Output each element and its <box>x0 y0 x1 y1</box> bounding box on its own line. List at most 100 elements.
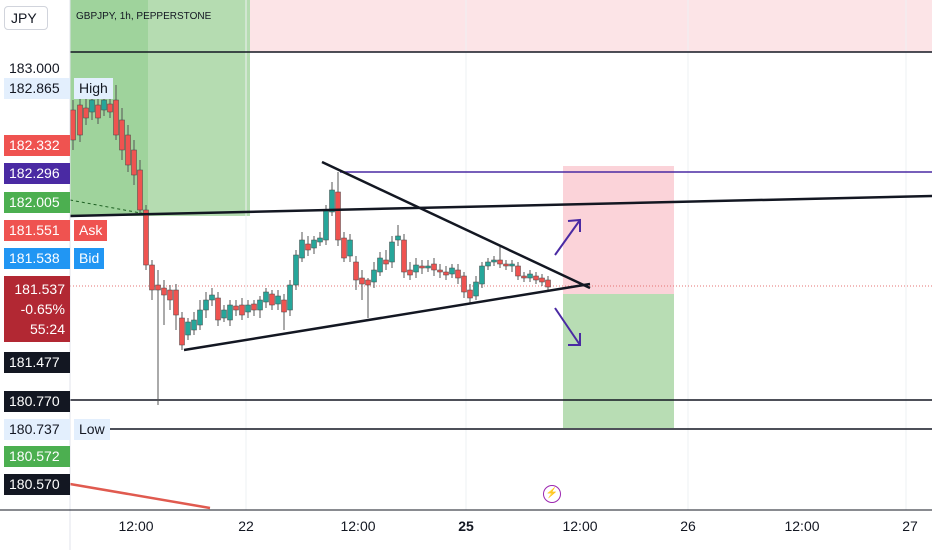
bar-countdown: 55:24 <box>29 321 65 337</box>
price-183000: 183.000 <box>9 60 60 76</box>
price-low: 180.737 <box>4 419 70 440</box>
upper-trendline[interactable] <box>69 194 932 218</box>
candle-body <box>323 209 329 241</box>
candle-body <box>137 169 143 211</box>
candle-body <box>143 209 149 266</box>
price-high: 182.865 <box>4 78 70 99</box>
candle-body <box>299 239 305 259</box>
red-trendline <box>69 482 211 510</box>
candle-body <box>203 299 209 311</box>
candle-body <box>119 119 125 151</box>
candle-body <box>347 239 353 257</box>
price-change: -0.65% <box>20 301 65 317</box>
take-profit-zone <box>563 294 674 428</box>
candle-body <box>395 235 401 241</box>
candle-body <box>473 281 479 297</box>
candle-body <box>455 269 461 279</box>
symbol-title: GBPJPY, 1h, PEPPERSTONE <box>76 11 212 22</box>
candle-body <box>149 264 155 291</box>
arrow-up-icon <box>554 218 581 256</box>
candle-body <box>275 295 281 305</box>
time-label: 27 <box>902 518 918 534</box>
candle-body <box>401 239 407 273</box>
bid-tag: Bid <box>74 248 105 269</box>
price-182332: 182.332 <box>4 135 70 156</box>
candle-body <box>257 299 263 311</box>
candle-body <box>221 309 227 319</box>
dashed-trendline <box>69 199 147 215</box>
candle-body <box>227 304 233 321</box>
price-180770: 180.770 <box>4 391 70 412</box>
candle-body <box>311 239 317 249</box>
price-180572: 180.572 <box>4 446 70 467</box>
candle-body <box>70 109 76 141</box>
candle-body <box>191 319 197 331</box>
currency-selector[interactable]: JPY <box>4 6 48 30</box>
candle-body <box>527 273 533 279</box>
candle-body <box>515 265 521 277</box>
candle-body <box>371 269 377 283</box>
candle-body <box>485 261 491 267</box>
time-label: 22 <box>238 518 254 534</box>
price-182296: 182.296 <box>4 163 70 184</box>
candle-body <box>305 243 311 251</box>
candle-body <box>287 284 293 311</box>
candle-body <box>353 261 359 281</box>
candle-body <box>245 304 251 313</box>
stop-loss-zone <box>563 166 674 294</box>
candle-body <box>263 291 269 303</box>
candle-body <box>197 309 203 326</box>
candle-body <box>329 189 335 213</box>
triangle-lower-line[interactable] <box>183 282 591 352</box>
candle-body <box>89 99 95 113</box>
candle-body <box>215 297 221 321</box>
candle-body <box>365 279 371 286</box>
candle-body <box>377 257 383 273</box>
candle-body <box>185 321 191 336</box>
candle-body <box>269 293 275 306</box>
time-label: 12:00 <box>562 518 598 534</box>
candle-body <box>131 149 137 176</box>
ask-tag: Ask <box>74 220 108 241</box>
red-top-zone <box>250 0 932 52</box>
time-label: 12:00 <box>340 518 376 534</box>
candle-body <box>317 237 323 243</box>
price-bid: 181.538 <box>4 248 70 269</box>
candle-body <box>83 107 89 119</box>
high-tag: High <box>74 78 113 99</box>
candle-body <box>449 267 455 275</box>
candle-body <box>437 269 443 273</box>
candle-body <box>173 289 179 316</box>
candle-body <box>407 269 413 276</box>
triangle-upper-line[interactable] <box>321 160 591 290</box>
candle-body <box>161 287 167 296</box>
last-price-box: 181.537 -0.65% 55:24 <box>4 276 70 342</box>
candle-body <box>359 277 365 285</box>
candle-body <box>509 263 515 267</box>
candle-body <box>383 259 389 265</box>
candle-body <box>239 304 245 316</box>
candle-body <box>461 275 467 293</box>
candle-body <box>467 289 473 299</box>
low-tag: Low <box>74 419 110 440</box>
candles <box>70 85 551 405</box>
candle-body <box>209 294 215 301</box>
candle-body <box>521 275 527 279</box>
candle-body <box>167 289 173 301</box>
candle-body <box>101 99 107 111</box>
candle-body <box>491 259 497 263</box>
candle-body <box>413 264 419 273</box>
candle-body <box>497 259 503 265</box>
time-label: 25 <box>458 518 474 534</box>
candle-body <box>233 305 239 311</box>
candle-body <box>503 263 509 267</box>
time-label: 26 <box>680 518 696 534</box>
candle-body <box>179 317 185 346</box>
candle-body <box>77 104 83 136</box>
candle-body <box>293 254 299 286</box>
lightning-icon[interactable]: ⚡ <box>543 485 561 503</box>
candle-body <box>425 265 431 269</box>
candle-body <box>335 191 341 241</box>
candle-body <box>443 271 449 276</box>
